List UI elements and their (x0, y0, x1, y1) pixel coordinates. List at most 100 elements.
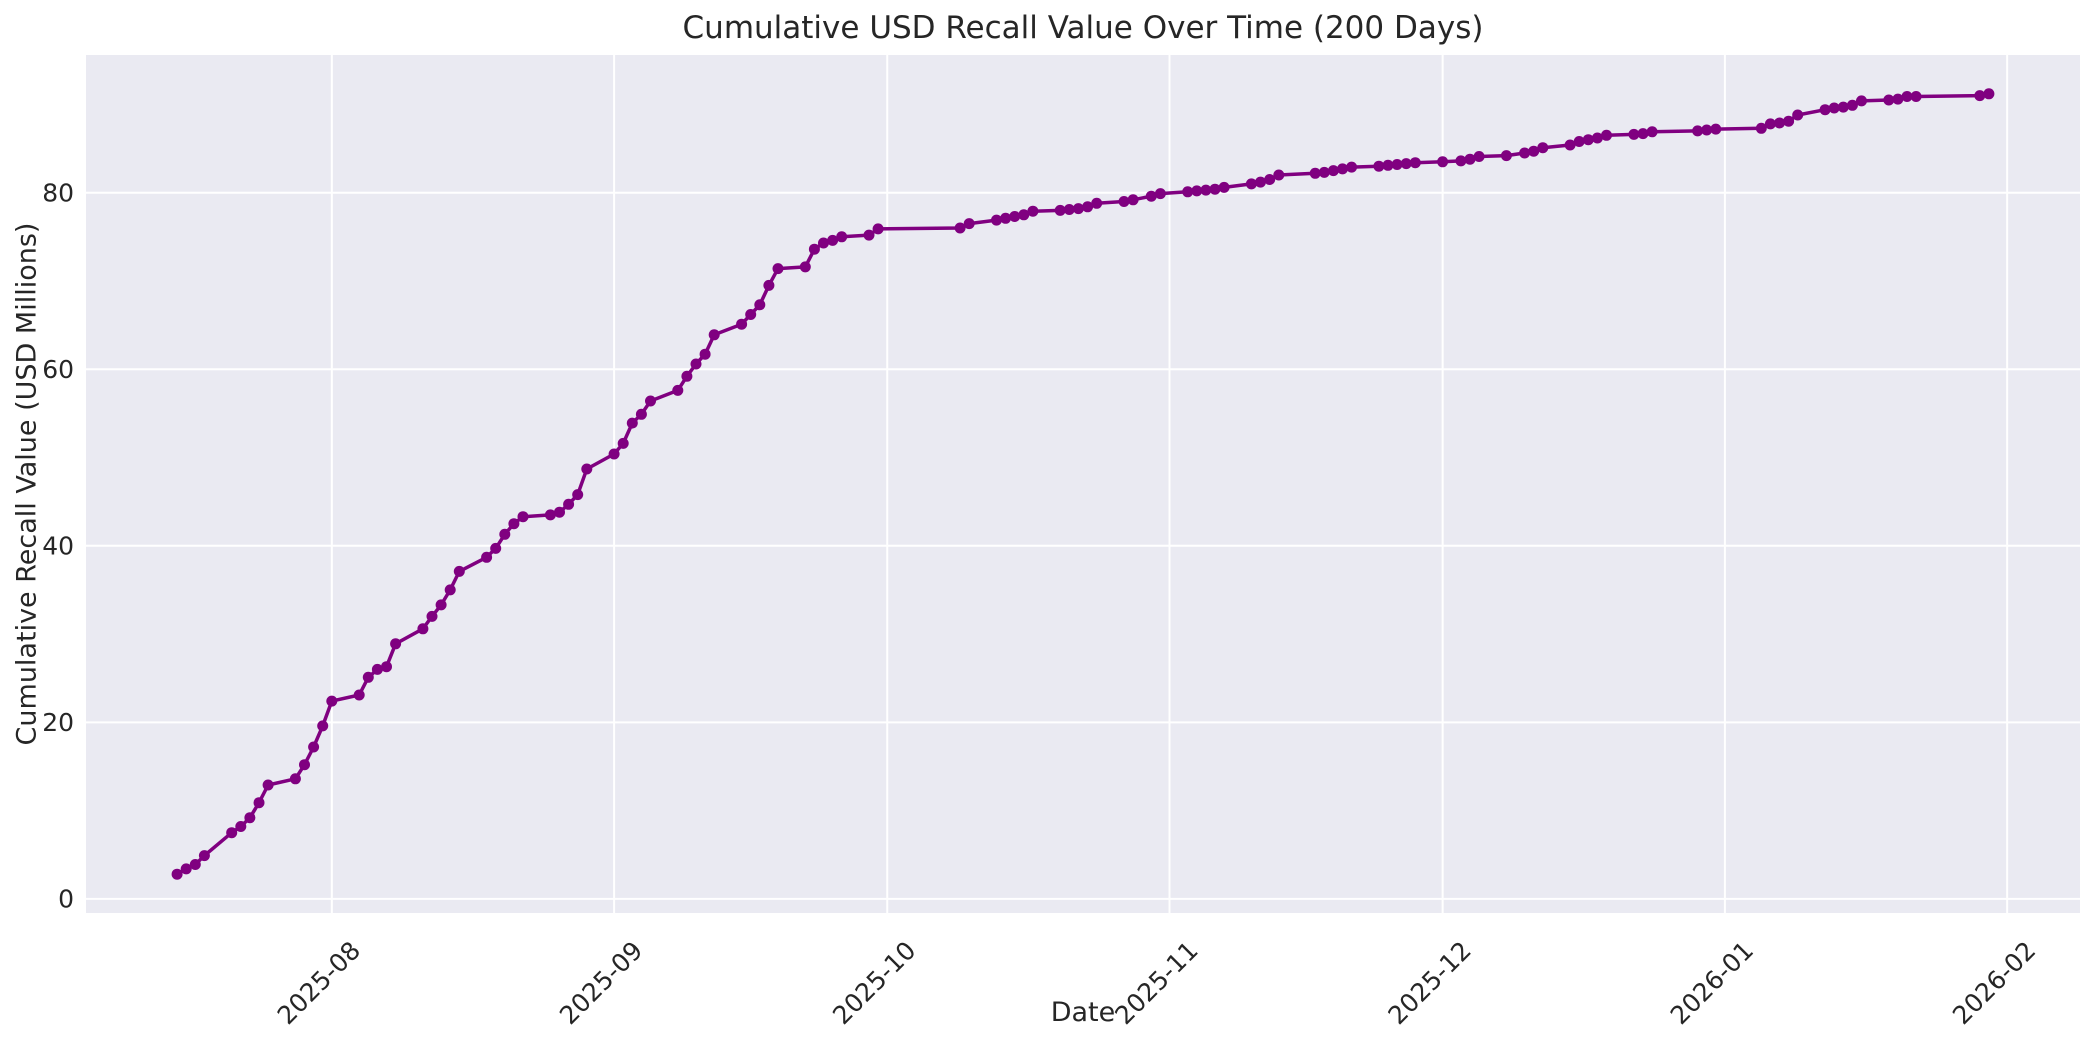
data-point (872, 223, 884, 235)
data-point (444, 584, 456, 596)
data-point (1910, 91, 1922, 102)
data-point (390, 638, 402, 650)
data-point (1200, 184, 1212, 196)
data-point (1273, 169, 1285, 181)
data-point (371, 663, 383, 675)
data-point (1209, 183, 1221, 195)
data-point (954, 222, 966, 234)
data-point (1455, 155, 1467, 167)
data-point (1783, 115, 1795, 127)
x-axis-label: Date (1050, 997, 1116, 1028)
data-point (736, 318, 748, 330)
data-point (189, 859, 201, 870)
data-point (1218, 181, 1230, 193)
data-point (827, 234, 839, 246)
data-point (635, 408, 647, 420)
data-point (362, 671, 374, 683)
y-tick-label: 40 (42, 532, 74, 561)
data-point (1127, 194, 1139, 206)
data-point (481, 551, 493, 563)
data-point (499, 528, 511, 540)
data-point (1764, 118, 1776, 130)
chart-title: Cumulative USD Recall Value Over Time (2… (682, 10, 1484, 46)
data-point (1182, 186, 1194, 198)
y-tick-label: 0 (58, 885, 74, 914)
data-point (1382, 159, 1394, 171)
data-point (235, 821, 247, 832)
data-point (381, 661, 392, 673)
data-point (1755, 122, 1767, 134)
data-point (581, 463, 593, 475)
data-point (317, 720, 329, 732)
data-point (1528, 145, 1540, 157)
data-point (435, 599, 447, 611)
data-point (1373, 160, 1385, 172)
data-point (1774, 117, 1785, 129)
data-point (1346, 161, 1358, 173)
data-point (171, 868, 183, 880)
data-point (991, 214, 1002, 226)
data-point (1009, 211, 1021, 222)
data-point (708, 329, 720, 341)
data-point (1819, 104, 1831, 116)
data-point (1191, 185, 1203, 197)
data-point (808, 243, 820, 255)
data-point (1327, 165, 1339, 177)
data-point (572, 489, 584, 501)
data-point (1828, 102, 1840, 114)
data-point (1464, 153, 1476, 165)
data-point (1573, 136, 1585, 147)
data-point (1637, 128, 1649, 140)
data-point (1409, 157, 1421, 169)
data-point (1582, 134, 1594, 146)
data-point (1118, 196, 1130, 207)
data-point (544, 509, 556, 521)
data-point (1601, 129, 1612, 141)
data-point (763, 279, 775, 291)
data-point (1983, 88, 1995, 100)
data-point (1519, 147, 1531, 159)
data-point (517, 511, 529, 523)
data-point (1564, 139, 1576, 151)
data-point (1883, 94, 1895, 106)
data-point (417, 623, 429, 635)
data-point (1500, 150, 1512, 162)
data-point (1000, 212, 1012, 224)
data-point (681, 370, 693, 382)
data-point (198, 850, 210, 862)
y-tick-label: 20 (42, 708, 74, 737)
data-point (563, 498, 575, 510)
data-point (1437, 156, 1449, 168)
data-point (1145, 190, 1157, 202)
data-point (1027, 205, 1039, 217)
data-point (1710, 123, 1722, 135)
data-point (690, 358, 702, 370)
data-point (1245, 178, 1257, 190)
data-point (754, 299, 766, 311)
data-point (554, 506, 565, 518)
data-point (1473, 151, 1485, 162)
y-tick-label: 60 (42, 355, 74, 384)
data-point (262, 779, 274, 791)
data-point (244, 812, 256, 824)
data-point (963, 218, 975, 230)
plot-area (86, 55, 2080, 913)
data-point (1692, 125, 1704, 137)
data-point (1154, 188, 1166, 200)
y-tick-label: 80 (42, 178, 74, 207)
data-point (617, 437, 629, 449)
data-point (180, 863, 192, 875)
data-point (608, 448, 620, 460)
data-point (626, 417, 638, 429)
data-point (1063, 204, 1075, 215)
data-point (1337, 163, 1348, 175)
data-point (453, 565, 465, 577)
data-point (308, 741, 320, 753)
data-point (1072, 203, 1084, 215)
data-point (1846, 99, 1858, 111)
data-point (1018, 209, 1030, 221)
data-point (1537, 142, 1549, 154)
data-point (353, 689, 365, 701)
